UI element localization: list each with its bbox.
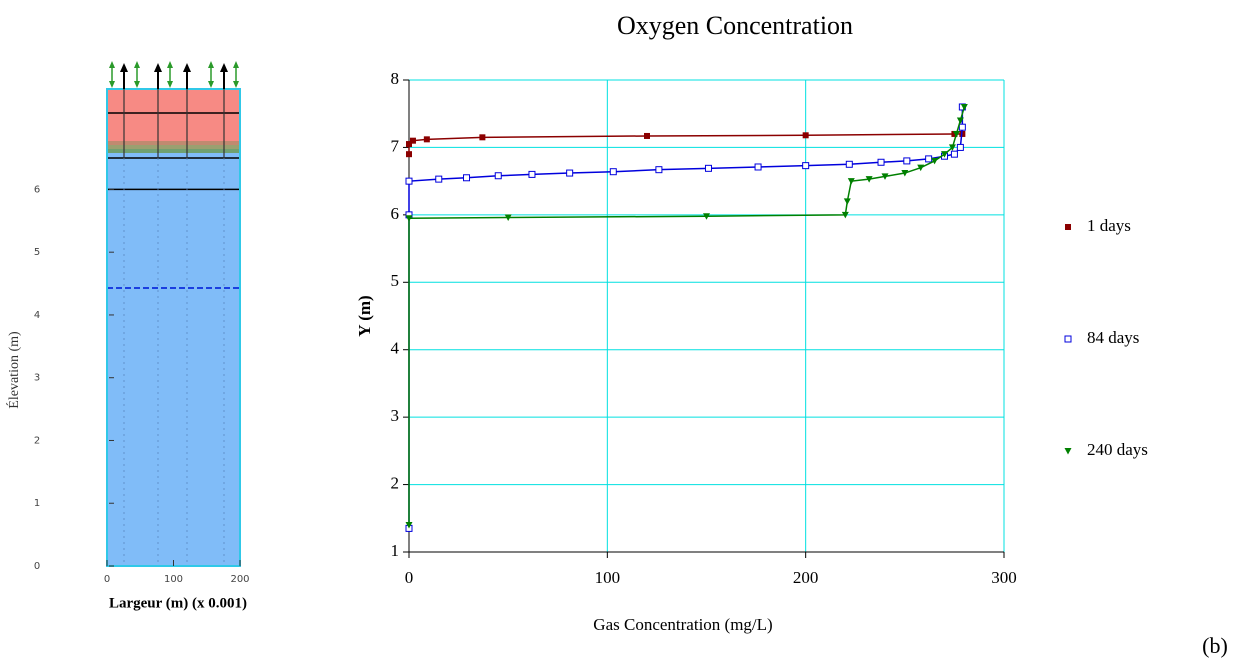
y-tick-label: 2 xyxy=(391,473,400,492)
y-tick-label: 8 xyxy=(391,69,400,88)
y-tick-label: 7 xyxy=(391,136,400,155)
data-point xyxy=(951,130,958,137)
legend-label: 240 days xyxy=(1087,440,1148,459)
data-point xyxy=(931,157,939,165)
green-arrowhead xyxy=(167,61,173,88)
data-point xyxy=(948,144,956,151)
data-point xyxy=(950,150,958,158)
data-point xyxy=(841,211,849,219)
data-point xyxy=(847,178,855,185)
x-tick-label: 300 xyxy=(991,568,1017,587)
data-point xyxy=(609,168,617,176)
green-arrowhead xyxy=(109,61,115,88)
data-point xyxy=(405,522,413,529)
diagram-y-tick-label: 6 xyxy=(34,184,40,195)
data-point xyxy=(881,173,889,180)
y-axis-label: Y (m) xyxy=(355,295,374,336)
data-point xyxy=(504,214,512,222)
x-tick-label: 0 xyxy=(405,568,414,587)
data-point xyxy=(754,163,762,171)
layer-band xyxy=(107,153,240,158)
data-point xyxy=(703,213,710,220)
data-point xyxy=(877,158,885,166)
black-arrowhead xyxy=(183,63,191,72)
diagram-y-label: Élevation (m) xyxy=(5,331,22,409)
series-line xyxy=(408,106,966,526)
data-point xyxy=(479,134,486,141)
data-point xyxy=(802,132,809,139)
soil-blue xyxy=(107,150,240,566)
diagram-y-tick-label: 0 xyxy=(34,561,40,572)
diagram-x-tick-label: 0 xyxy=(104,574,110,585)
data-point xyxy=(960,103,968,111)
data-point xyxy=(405,177,413,185)
data-point xyxy=(566,169,574,177)
data-point xyxy=(903,157,911,165)
diagram-y-tick-label: 2 xyxy=(34,435,40,446)
y-tick-label: 1 xyxy=(391,541,400,560)
diagram-x-tick-label: 200 xyxy=(230,574,249,585)
x-tick-label: 200 xyxy=(793,568,819,587)
series-line xyxy=(408,106,964,529)
diagram-y-tick-label: 4 xyxy=(34,310,40,321)
green-arrowhead xyxy=(208,61,214,88)
black-arrowhead xyxy=(220,63,228,72)
data-point xyxy=(956,143,964,151)
y-tick-label: 5 xyxy=(391,271,400,290)
data-point xyxy=(406,151,412,158)
data-point xyxy=(655,166,663,174)
legend-label: 1 days xyxy=(1087,216,1131,235)
data-point xyxy=(865,176,873,183)
data-point xyxy=(644,132,650,139)
panel-label: (b) xyxy=(1202,633,1228,658)
x-axis-label: Gas Concentration (mg/L) xyxy=(593,615,772,634)
legend-marker xyxy=(1065,224,1071,230)
series-line xyxy=(408,133,963,155)
data-point xyxy=(405,215,413,222)
data-point xyxy=(952,130,960,138)
black-arrowhead xyxy=(120,63,128,72)
data-point xyxy=(917,164,925,172)
cover-red xyxy=(107,89,240,141)
data-point xyxy=(843,198,851,205)
data-point xyxy=(528,170,536,178)
diagram-x-label: Largeur (m) (x 0.001) xyxy=(109,595,247,611)
black-arrowhead xyxy=(154,63,162,72)
diagram-y-tick-label: 5 xyxy=(34,247,40,258)
y-tick-label: 3 xyxy=(391,406,400,425)
y-tick-label: 6 xyxy=(391,204,400,223)
chart-title: Oxygen Concentration xyxy=(617,11,853,40)
data-point xyxy=(901,170,909,177)
layer-band xyxy=(107,149,240,153)
diagram-y-tick-label: 3 xyxy=(34,373,40,384)
diagram-y-tick-label: 1 xyxy=(34,498,40,509)
data-point xyxy=(958,123,966,131)
data-point xyxy=(802,162,810,170)
data-point xyxy=(494,172,502,180)
data-point xyxy=(409,137,416,144)
legend-marker xyxy=(1064,335,1072,343)
layer-band xyxy=(107,141,240,145)
data-point xyxy=(956,117,964,124)
data-point xyxy=(941,151,948,158)
data-point xyxy=(845,160,853,168)
data-point xyxy=(925,155,933,163)
diagram-x-tick-label: 100 xyxy=(164,574,183,585)
x-tick-label: 100 xyxy=(595,568,621,587)
legend-marker xyxy=(1064,448,1072,455)
data-point xyxy=(435,175,443,183)
green-arrowhead xyxy=(233,61,239,88)
data-point xyxy=(463,174,471,182)
data-point xyxy=(423,136,430,143)
y-tick-label: 4 xyxy=(391,339,400,358)
data-point xyxy=(406,141,412,148)
data-point xyxy=(704,164,712,172)
layer-band xyxy=(107,145,240,149)
legend-label: 84 days xyxy=(1087,328,1139,347)
green-arrowhead xyxy=(134,61,140,88)
